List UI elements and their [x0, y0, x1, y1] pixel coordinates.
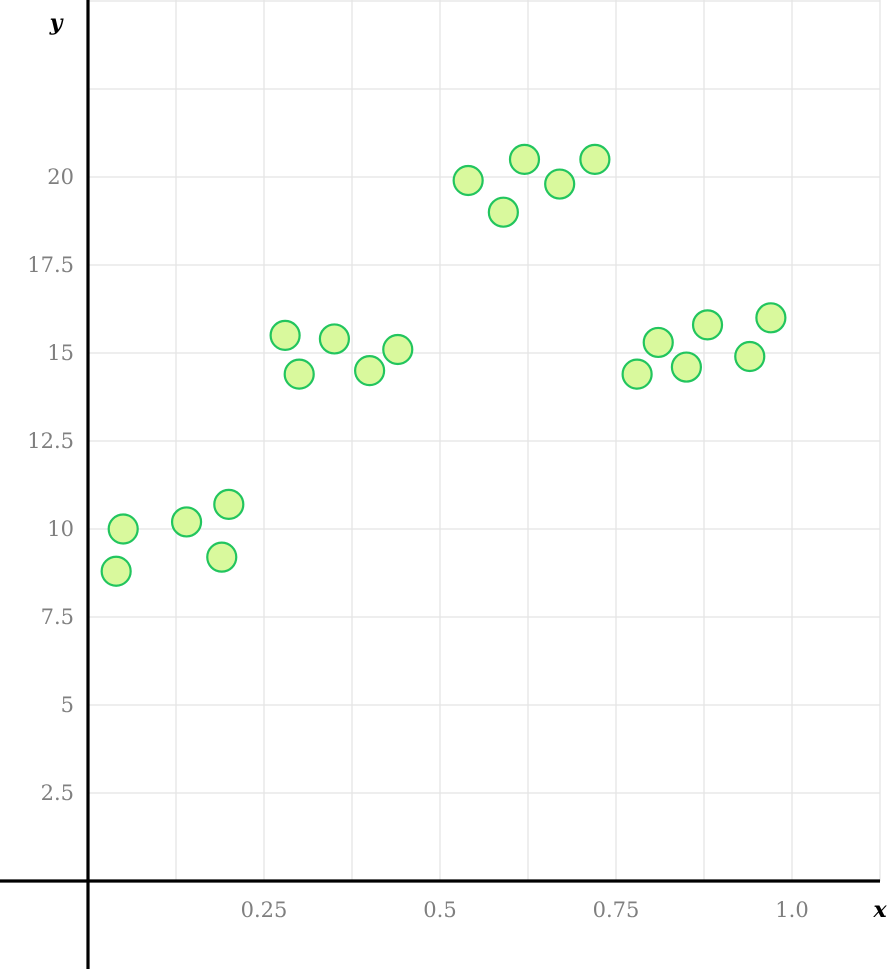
- data-point: [544, 168, 576, 200]
- grid-lines: [88, 0, 881, 881]
- data-point: [213, 488, 245, 520]
- x-tick-label: 0.75: [593, 898, 640, 922]
- y-tick-label: 5: [61, 693, 74, 717]
- data-points: [100, 143, 787, 587]
- data-point: [283, 358, 315, 390]
- tick-labels: 0.25 0.5 0.75 1.0 2.5 5 7.5 10 12.5 15 17.5 20: [27, 165, 808, 922]
- y-tick-label: 10: [47, 517, 74, 541]
- data-point: [269, 319, 301, 351]
- data-point: [206, 541, 238, 573]
- x-tick-label: 0.5: [423, 898, 456, 922]
- data-point: [318, 323, 350, 355]
- data-point: [691, 309, 724, 341]
- data-point: [621, 358, 653, 390]
- data-point: [354, 355, 386, 387]
- y-tick-label: 20: [47, 165, 74, 189]
- x-axis-label: x: [872, 897, 887, 923]
- data-point: [579, 143, 611, 175]
- x-tick-label: 0.25: [241, 898, 288, 922]
- y-tick-label: 7.5: [41, 605, 74, 629]
- data-point: [487, 196, 519, 228]
- y-axis-label: y: [49, 10, 65, 36]
- data-point: [107, 513, 139, 545]
- x-tick-label: 1.0: [775, 898, 808, 922]
- y-tick-label: 15: [47, 341, 74, 365]
- data-point: [508, 143, 541, 175]
- y-tick-label: 17.5: [27, 253, 74, 277]
- data-point: [170, 506, 203, 538]
- data-point: [452, 164, 484, 197]
- data-point: [382, 333, 414, 366]
- y-tick-label: 2.5: [41, 781, 74, 805]
- data-point: [734, 340, 766, 373]
- data-point: [642, 326, 674, 359]
- data-point: [670, 351, 703, 383]
- data-point: [100, 555, 132, 587]
- data-point: [755, 302, 787, 334]
- y-tick-label: 12.5: [27, 429, 74, 453]
